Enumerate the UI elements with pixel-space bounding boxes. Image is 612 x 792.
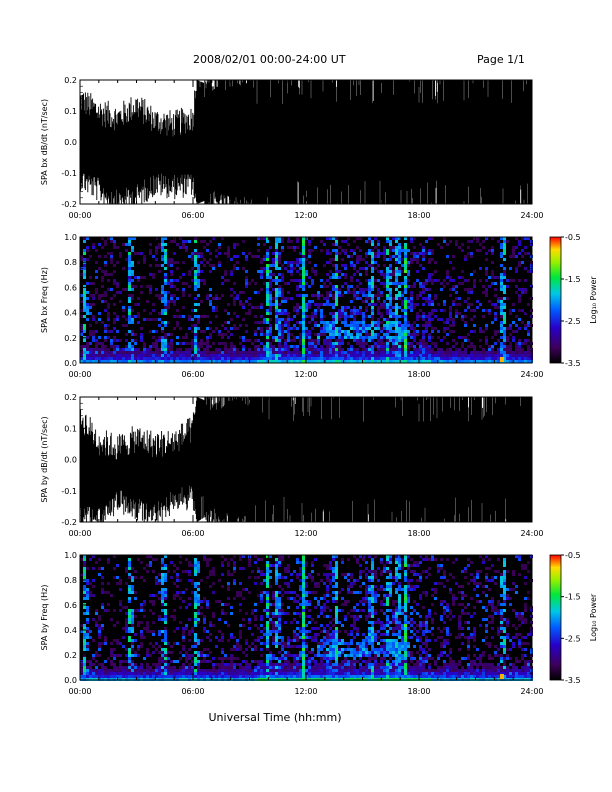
page-number: Page 1/1 <box>477 53 525 66</box>
colorbar-tick-label: -1.5 <box>565 593 581 602</box>
x-tick-label: 00:00 <box>68 687 91 696</box>
y-tick-label: 0.2 <box>64 76 77 85</box>
y-tick-label: 0.4 <box>64 626 77 635</box>
panel-3 <box>79 396 533 523</box>
x-tick-label: 18:00 <box>407 370 430 379</box>
x-tick-label: 12:00 <box>294 529 317 538</box>
x-tick-label: 00:00 <box>68 529 91 538</box>
x-tick-label: 18:00 <box>407 687 430 696</box>
y-tick-label: 0.1 <box>64 424 77 433</box>
hot-spot <box>499 674 504 679</box>
x-tick-label: 06:00 <box>181 529 204 538</box>
y-tick-label: 0.0 <box>64 676 77 685</box>
colorbar-tick-label: -3.5 <box>565 359 581 368</box>
y-tick-label: 0.4 <box>64 309 77 318</box>
y-axis-label: SPA bx dB/dt (nT/sec) <box>40 99 49 185</box>
y-axis-label: SPA bx Freq (Hz) <box>40 267 49 333</box>
colorbar-tick-label: -3.5 <box>565 676 581 685</box>
y-tick-label: 0.0 <box>64 359 77 368</box>
colorbar-tick-label: -0.5 <box>565 551 581 560</box>
y-tick-label: 0.2 <box>64 393 77 402</box>
x-tick-label: 24:00 <box>520 529 543 538</box>
x-tick-label: 18:00 <box>407 529 430 538</box>
y-tick-label: 0.2 <box>64 334 77 343</box>
x-tick-label: 00:00 <box>68 211 91 220</box>
y-tick-label: 0.0 <box>64 456 77 465</box>
x-tick-label: 24:00 <box>520 687 543 696</box>
y-tick-label: 1.0 <box>64 233 77 242</box>
y-tick-label: -0.2 <box>61 518 77 527</box>
hot-spot <box>499 357 504 362</box>
panel-2 <box>79 236 564 364</box>
panel-4 <box>79 554 564 681</box>
colorbar-tick-label: -1.5 <box>565 275 581 284</box>
y-tick-label: 0.0 <box>64 138 77 147</box>
y-tick-label: 0.1 <box>64 107 77 116</box>
x-tick-label: 18:00 <box>407 211 430 220</box>
colorbar-tick-label: -2.5 <box>565 634 581 643</box>
x-tick-label: 12:00 <box>294 687 317 696</box>
y-tick-label: -0.2 <box>61 200 77 209</box>
colorbar <box>549 554 562 681</box>
y-tick-label: -0.1 <box>61 169 77 178</box>
colorbar-label: Log₁₀ Power <box>589 276 598 324</box>
x-tick-label: 06:00 <box>181 370 204 379</box>
x-tick-label: 12:00 <box>294 211 317 220</box>
x-tick-label: 24:00 <box>520 370 543 379</box>
colorbar <box>549 236 562 364</box>
x-tick-label: 24:00 <box>520 211 543 220</box>
x-axis-label: Universal Time (hh:mm) <box>209 711 342 724</box>
colorbar-tick-label: -0.5 <box>565 233 581 242</box>
page-title: 2008/02/01 00:00-24:00 UT <box>193 53 346 66</box>
y-axis-label: SPA by dB/dt (nT/sec) <box>40 416 49 502</box>
y-tick-label: 0.8 <box>64 258 77 267</box>
x-tick-label: 00:00 <box>68 370 91 379</box>
panel-1 <box>79 79 533 205</box>
x-tick-label: 06:00 <box>181 211 204 220</box>
y-tick-label: 0.6 <box>64 283 77 292</box>
y-tick-label: 0.8 <box>64 576 77 585</box>
y-tick-label: -0.1 <box>61 487 77 496</box>
colorbar-label: Log₁₀ Power <box>589 593 598 641</box>
x-tick-label: 06:00 <box>181 687 204 696</box>
colorbar-tick-label: -2.5 <box>565 317 581 326</box>
x-tick-label: 12:00 <box>294 370 317 379</box>
y-tick-label: 0.2 <box>64 651 77 660</box>
y-tick-label: 1.0 <box>64 551 77 560</box>
y-tick-label: 0.6 <box>64 601 77 610</box>
y-axis-label: SPA by Freq (Hz) <box>40 585 49 651</box>
